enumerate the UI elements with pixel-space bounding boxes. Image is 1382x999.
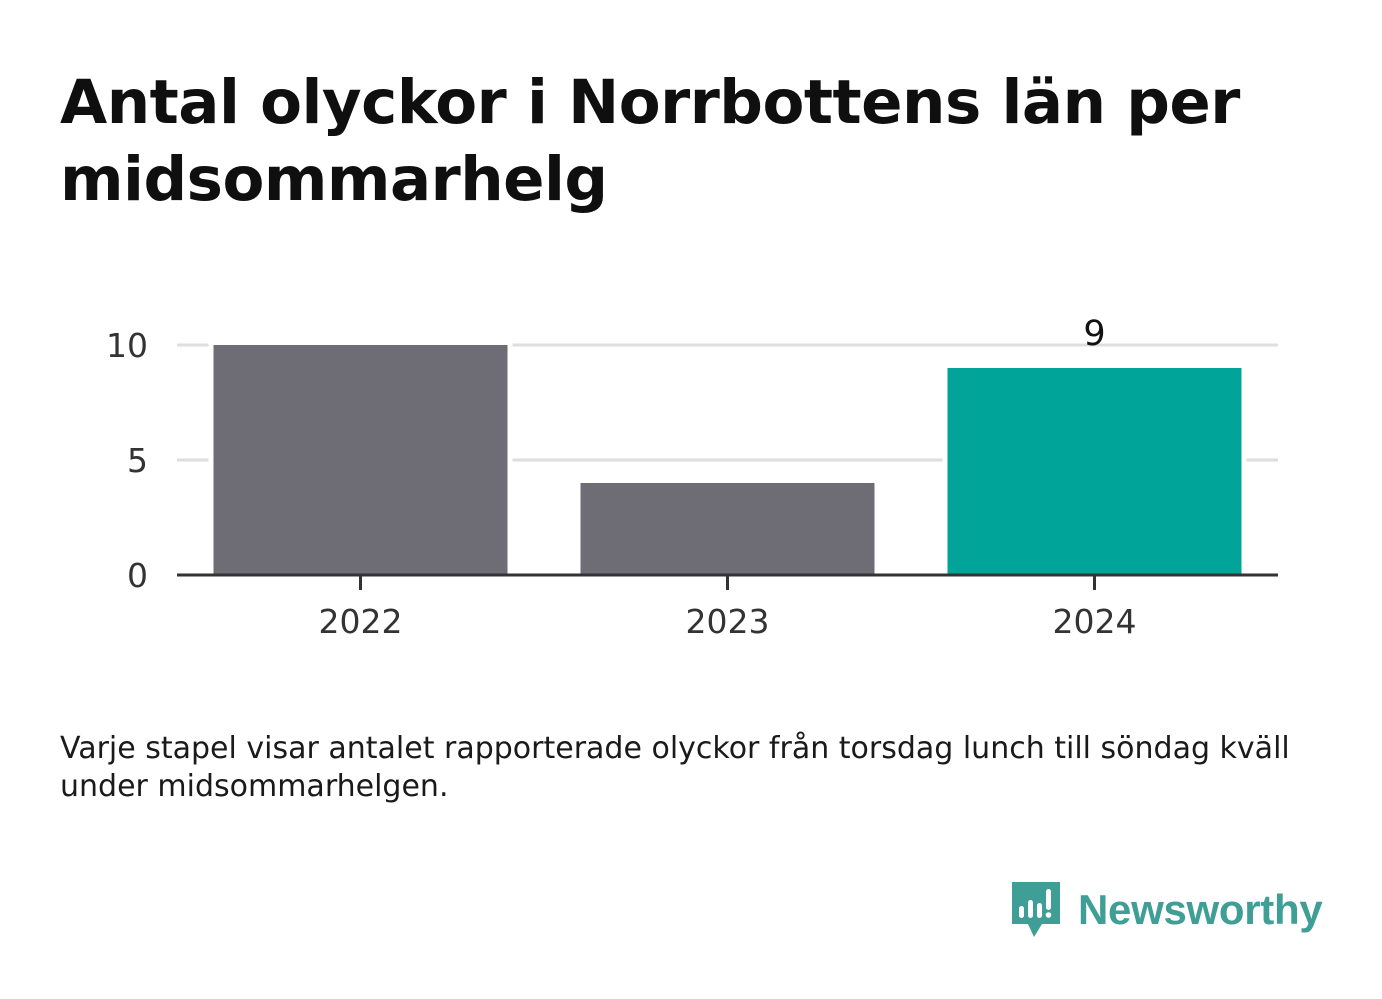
data-labels: 9 — [1083, 314, 1105, 354]
bar-2022 — [213, 345, 508, 575]
x-axis: 2022 2023 2024 — [177, 573, 1278, 641]
brand-logo: Newsworthy — [1010, 878, 1323, 942]
chart-caption: Varje stapel visar antalet rapporterade … — [60, 731, 1290, 804]
bar-2024 — [947, 368, 1242, 575]
y-axis-ticks: 0 5 10 — [106, 326, 148, 595]
y-tick-label: 10 — [106, 326, 148, 365]
bar-chart: 0 5 10 2022 2023 2024 9 — [106, 314, 1278, 641]
x-tick-label: 2023 — [686, 602, 770, 641]
y-tick-label: 0 — [127, 556, 148, 595]
newsworthy-logo-icon — [1012, 882, 1060, 937]
x-tick-label: 2022 — [319, 602, 403, 641]
x-tick-label: 2024 — [1053, 602, 1137, 641]
bars — [208, 341, 1247, 575]
y-tick-label: 5 — [127, 441, 148, 480]
data-label: 9 — [1083, 314, 1105, 354]
bar-2023 — [580, 483, 875, 575]
brand-name: Newsworthy — [1078, 886, 1323, 933]
chart-title: Antal olyckor i Norrbottens län per mids… — [60, 67, 1240, 215]
